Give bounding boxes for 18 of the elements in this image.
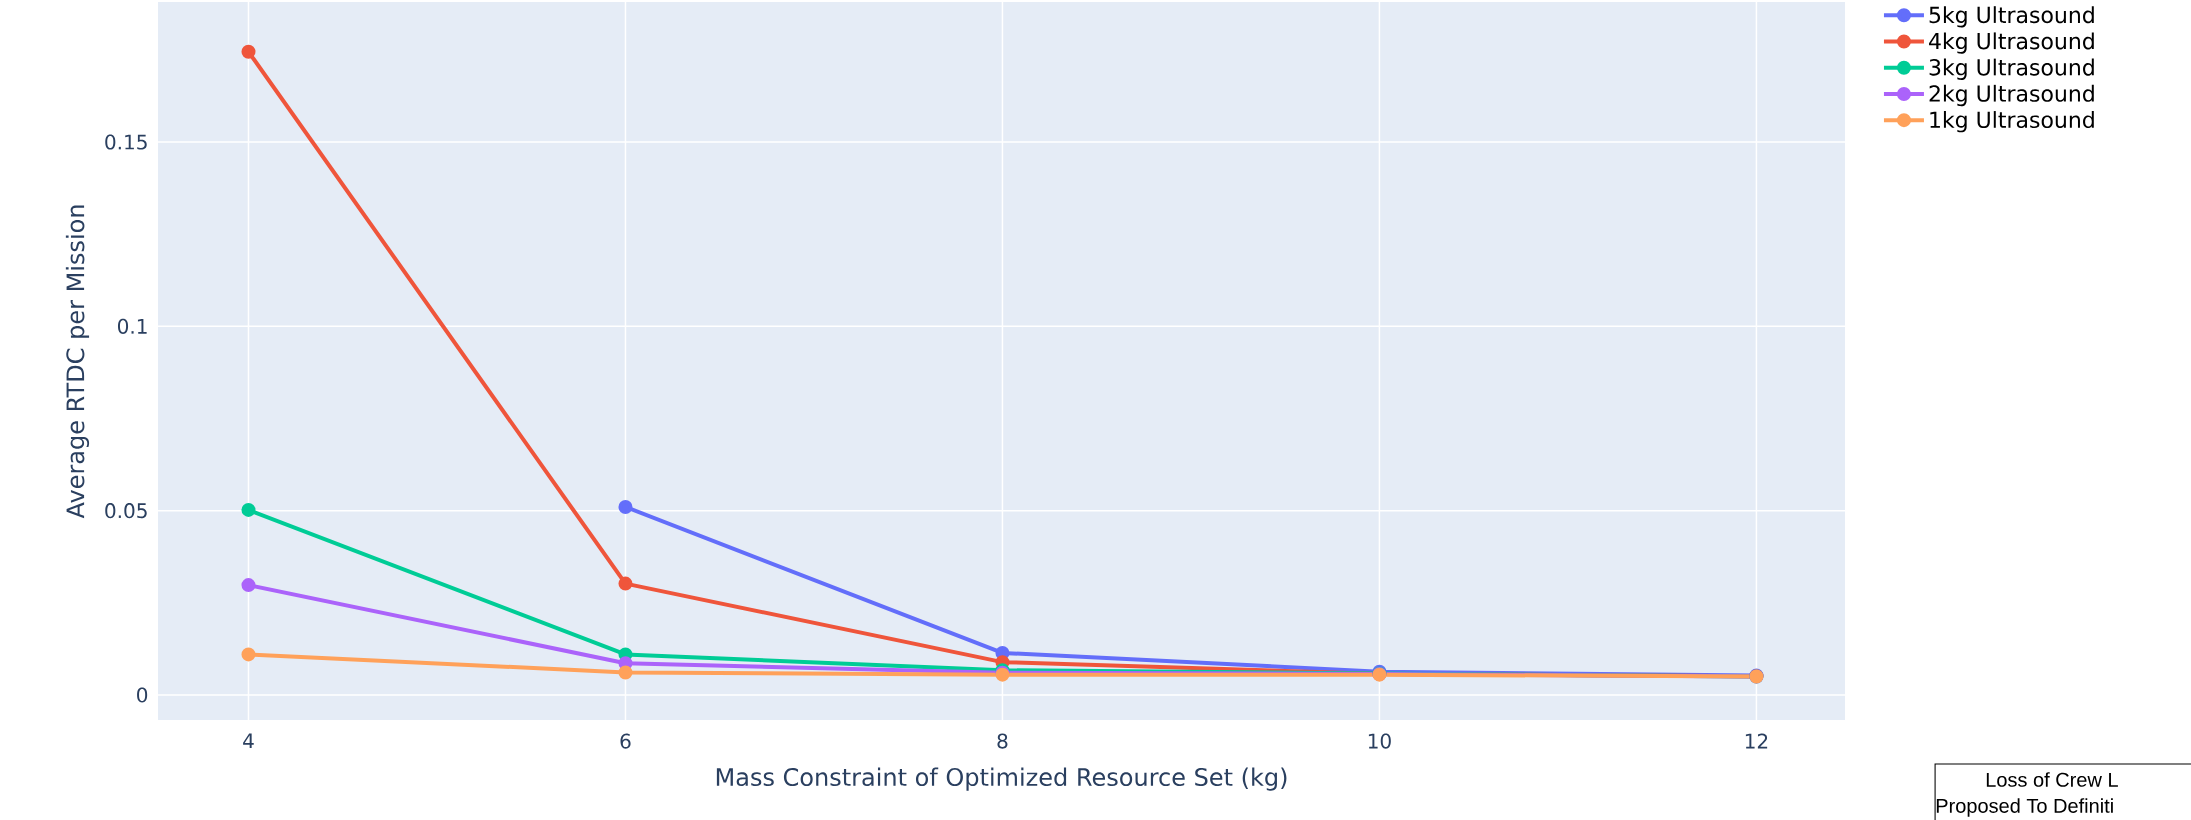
- legend-label: 4kg Ultrasound: [1929, 32, 2094, 54]
- x-tick-label: 4: [243, 733, 254, 749]
- y-axis-title: Average RTDC per Mission: [65, 205, 90, 519]
- legend-label: 2kg Ultrasound: [1929, 84, 2094, 107]
- legend-label: 5kg Ultrasound: [1929, 6, 2094, 28]
- x-tick-label: 12: [1745, 733, 1768, 749]
- legend-label: 1kg Ultrasound: [1930, 111, 2094, 133]
- text: Proposed To Definiti: [1936, 798, 2113, 817]
- y-tick-label: 0.05: [105, 503, 147, 519]
- x-tick-label: 10: [1368, 733, 1391, 749]
- text: Loss of Crew L: [1986, 772, 2118, 787]
- y-tick-label: 0.15: [105, 134, 147, 150]
- y-tick-label: 0.1: [117, 318, 147, 334]
- x-axis-title: Mass Constraint of Optimized Resource Set (kg): [716, 767, 1287, 791]
- y-tick-label: 0: [137, 687, 148, 703]
- legend-label: 3kg Ultrasound: [1929, 58, 2094, 80]
- x-tick-label: 6: [620, 733, 631, 749]
- x-tick-label: 8: [997, 733, 1008, 749]
